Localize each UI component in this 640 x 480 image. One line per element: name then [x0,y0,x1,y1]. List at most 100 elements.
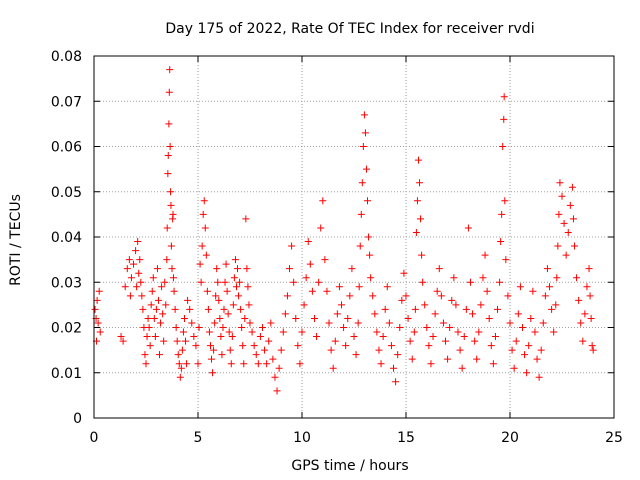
data-point [543,265,551,273]
data-point [579,337,587,345]
data-point [529,287,537,295]
data-point [361,129,369,137]
data-point [250,342,258,350]
data-point [406,337,414,345]
x-tick-label: 25 [605,430,623,446]
data-point [479,274,487,282]
data-point [450,274,458,282]
data-point [429,333,437,341]
data-point [178,346,186,354]
data-point [123,265,131,273]
data-point [202,251,210,259]
data-point [165,88,173,96]
data-point [286,265,294,273]
data-point [197,278,205,286]
data-point [182,337,190,345]
data-point [213,265,221,273]
data-point [586,292,594,300]
data-point [394,351,402,359]
data-point [184,296,192,304]
data-point [172,324,180,331]
data-point [241,314,249,322]
data-point [546,283,554,291]
data-point [171,305,179,313]
data-point [195,324,203,331]
x-tick-label: 10 [293,430,311,446]
data-point [402,292,410,300]
data-point [228,333,236,341]
data-point [281,310,289,318]
data-point [279,328,287,336]
data-point [458,364,466,372]
data-point [174,351,182,359]
data-point [560,219,568,227]
data-point [417,215,425,223]
data-point [186,305,194,313]
data-point [130,260,138,268]
data-point [310,314,318,322]
data-point [502,256,510,264]
data-point [435,265,443,273]
data-point [321,256,329,264]
data-point [489,360,497,368]
data-point [235,292,243,300]
data-point [180,314,188,322]
data-point [315,278,323,286]
data-point [400,269,408,277]
y-axis-label: ROTI / TECUs [8,194,24,286]
data-point [147,301,155,309]
data-point [396,324,404,331]
data-point [206,342,214,350]
data-point [569,215,577,223]
data-point [418,251,426,259]
data-point [462,305,470,313]
y-tick-label: 0.05 [51,185,82,201]
data-point [162,301,170,309]
data-point [238,324,246,331]
data-point [371,310,379,318]
data-point [348,265,356,273]
data-point [160,337,168,345]
data-point [575,296,583,304]
data-point [231,256,239,264]
data-point [252,351,260,359]
data-point [390,364,398,372]
data-point [325,319,333,327]
data-point [288,242,296,250]
data-point [263,360,271,368]
data-point [411,305,419,313]
data-point [496,278,504,286]
data-point [169,274,177,282]
data-point [587,314,595,322]
data-point [352,351,360,359]
data-point [93,296,101,304]
y-tick-label: 0.08 [51,49,82,65]
data-point [473,355,481,363]
data-point [425,342,433,350]
data-point [205,328,213,336]
data-point [176,373,184,381]
data-point [275,364,283,372]
data-point [91,305,99,313]
data-point [95,287,103,295]
data-point [136,256,144,264]
data-point [499,143,507,150]
data-point [146,342,154,350]
data-point [477,301,485,309]
data-point [203,287,211,295]
data-point [333,310,341,318]
data-point [381,305,389,313]
data-point [350,333,358,341]
grid-lines [94,56,614,418]
data-point [456,346,464,354]
data-point [564,228,572,236]
data-point [167,188,175,196]
data-point [277,346,285,354]
data-point [132,247,140,255]
data-point [404,314,412,322]
data-point [224,310,232,318]
data-point [338,301,346,309]
chart-title: Day 175 of 2022, Rate Of TEC Index for r… [165,21,534,37]
y-tick-label: 0.03 [51,275,82,291]
data-point [159,310,167,318]
